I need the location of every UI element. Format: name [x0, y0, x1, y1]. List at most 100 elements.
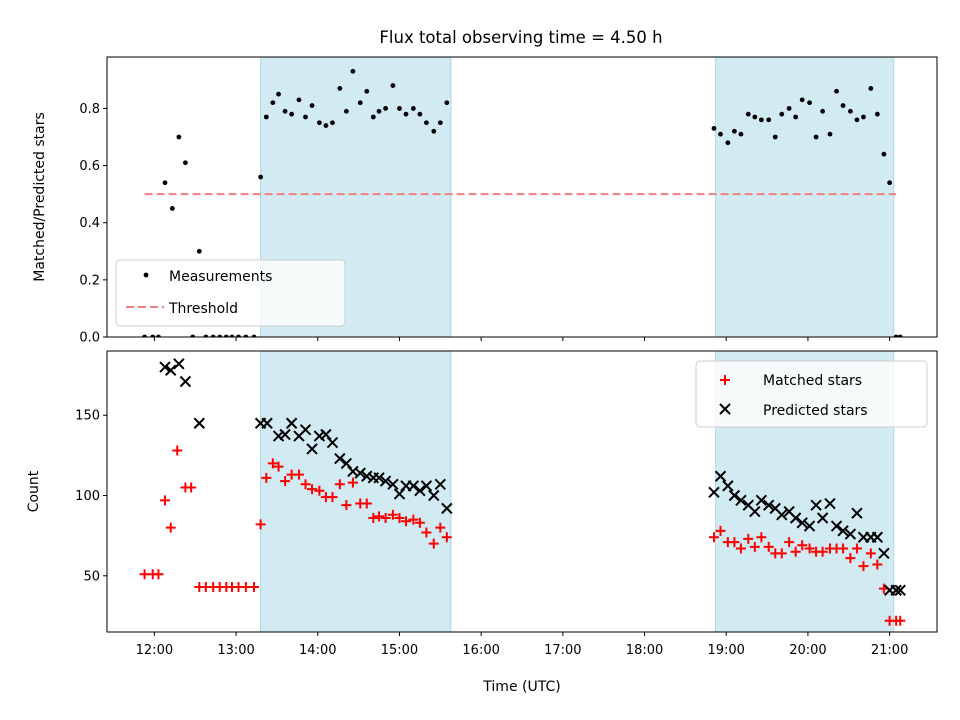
predicted-star-point [279, 428, 291, 441]
measurement-point [799, 97, 805, 103]
measurement-point [150, 334, 156, 337]
matched-star-point [749, 541, 760, 552]
measurement-point [897, 334, 903, 337]
measurement-point [874, 111, 880, 117]
matched-star-point [858, 561, 869, 572]
legend-label: Predicted stars [763, 403, 868, 419]
axes-frame [106, 56, 938, 338]
y-tick-label: 0.8 [79, 102, 100, 117]
measurement-point [317, 120, 322, 126]
measurement-point [766, 117, 772, 123]
predicted-star-point [714, 470, 727, 482]
matched-star-point [186, 482, 197, 493]
measurement-point [169, 206, 175, 211]
measurement-point [813, 134, 819, 140]
observing-window-2 [715, 56, 895, 338]
y-tick-label: 0.6 [79, 159, 100, 174]
measurement-point [251, 334, 257, 337]
observing-window-1 [260, 350, 452, 633]
measurement-point [383, 106, 388, 111]
matched-star-point [428, 538, 439, 549]
predicted-star-point [320, 428, 332, 441]
measurement-point [196, 248, 202, 254]
predicted-star-point [871, 531, 884, 543]
predicted-star-point [193, 417, 206, 429]
predicted-star-point [434, 478, 447, 490]
predicted-star-point [420, 480, 433, 492]
measurement-point [156, 334, 161, 337]
matched-star-point [838, 543, 849, 554]
measurement-point [854, 117, 860, 123]
measurement-point [243, 334, 249, 337]
matched-star-point [172, 445, 183, 456]
predicted-star-point [261, 417, 273, 429]
x-tick-label: 17:00 [544, 643, 581, 658]
measurement-point [162, 180, 168, 186]
predicted-star-point [441, 502, 453, 515]
x-tick-label: 19:00 [707, 643, 744, 658]
matched-star-point [261, 472, 272, 483]
predicted-star-point [830, 520, 843, 532]
measurement-point [364, 88, 370, 94]
legend: Measurements Threshold [115, 259, 346, 327]
chart-title: Flux total observing time = 4.50 h [379, 28, 662, 47]
y-axis-label: Count [26, 470, 42, 512]
predicted-star-point [894, 584, 906, 596]
matched-star-point [797, 540, 808, 551]
measurement-point [827, 131, 833, 137]
matched-star-point [160, 495, 171, 506]
measurement-point [217, 334, 223, 337]
matched-star-point [293, 469, 304, 480]
measurement-point [424, 120, 429, 126]
y-tick-label: 0.4 [79, 216, 100, 231]
matched-star-point [347, 477, 358, 488]
y-tick-label: 100 [75, 489, 100, 504]
predicted-star-point [816, 512, 829, 524]
measurement-point [807, 100, 812, 106]
matched-star-point [790, 546, 801, 557]
matched-star-point [414, 517, 425, 528]
x-tick-label: 12:00 [136, 643, 173, 658]
measurement-point [444, 100, 450, 106]
predicted-star-point [387, 478, 399, 490]
predicted-star-point [890, 584, 902, 596]
legend-marker-predicted [719, 403, 731, 415]
matched-star-point [400, 516, 411, 527]
measurement-point [190, 334, 196, 337]
legend: Matched stars Predicted stars [695, 360, 928, 428]
matched-star-point [307, 484, 318, 495]
legend-label: Measurements [169, 269, 272, 285]
predicted-star-point [763, 499, 775, 511]
predicted-star-point [393, 488, 406, 500]
measurement-point [752, 114, 758, 120]
predicted-star-point [379, 475, 392, 487]
measurement-point [370, 114, 376, 120]
measurement-point [431, 128, 437, 134]
measurement-point [323, 123, 329, 128]
matched-star-point [368, 512, 379, 523]
measurement-point [725, 140, 731, 146]
predicted-star-point [299, 423, 312, 436]
legend-marker-measurements [143, 272, 149, 278]
y-tick-label: 0.0 [79, 331, 100, 346]
measurement-point [276, 91, 281, 97]
measurement-point [309, 103, 315, 108]
measurement-point [758, 117, 764, 123]
matched-star-point [708, 532, 719, 543]
measurement-point [834, 88, 839, 94]
x-tick-label: 15:00 [381, 643, 418, 658]
measurement-point [820, 108, 826, 114]
measurement-point [343, 108, 349, 114]
measurement-point [410, 106, 416, 111]
matched-star-point [421, 527, 432, 538]
measurement-point [357, 100, 363, 106]
predicted-star-point [428, 489, 440, 502]
predicted-star-point [313, 430, 326, 442]
predicted-star-point [728, 489, 741, 502]
legend-box [695, 360, 928, 428]
matched-star-point [394, 512, 405, 523]
measurement-point [738, 131, 744, 137]
measurement-point [848, 108, 853, 114]
matched-star-point [865, 548, 876, 559]
